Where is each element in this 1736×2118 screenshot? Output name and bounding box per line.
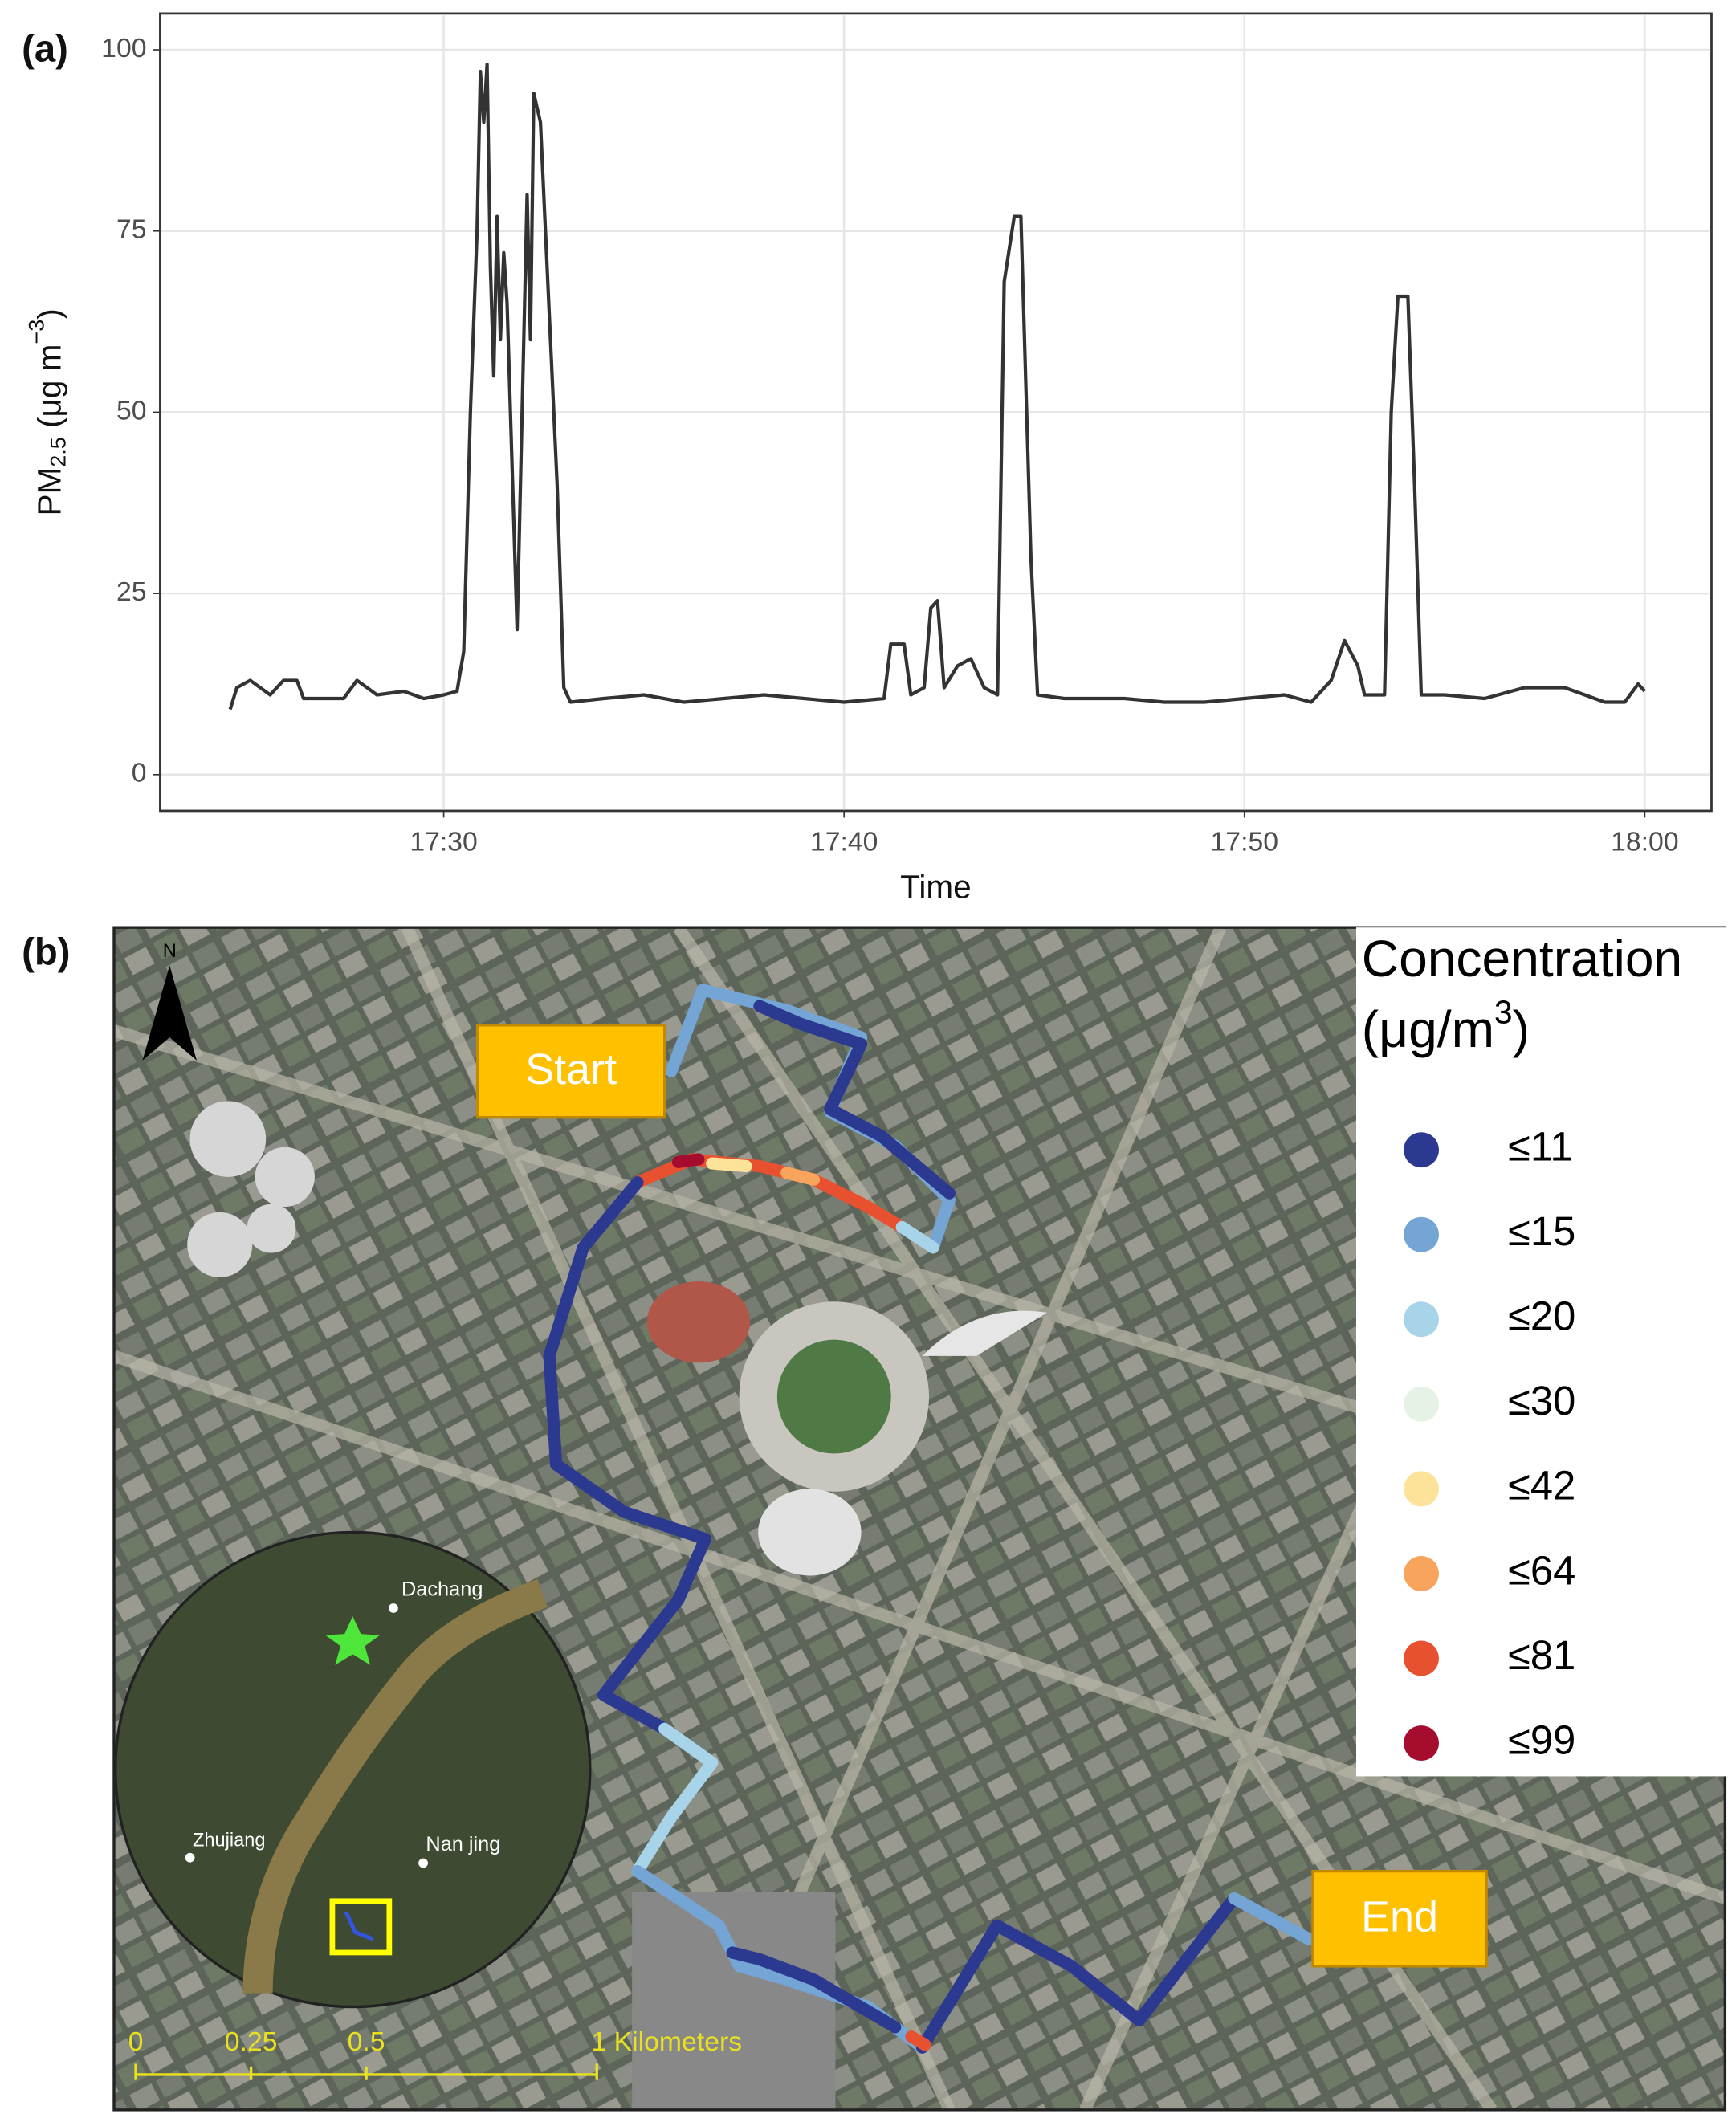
x-tick-label: 17:40 — [810, 826, 878, 857]
scale-label: 0.25 — [225, 2026, 278, 2057]
legend-swatch — [1404, 1301, 1440, 1338]
x-tick-label: 17:50 — [1211, 826, 1279, 857]
end-box — [1311, 1869, 1488, 1968]
y-label-part: ) — [31, 308, 67, 320]
legend-swatch — [1404, 1386, 1440, 1422]
plot-border — [159, 12, 1713, 813]
legend-swatch — [1404, 1216, 1440, 1252]
y-label-part: (μg m — [31, 344, 67, 438]
inset-place: Zhujiang — [193, 1831, 266, 1851]
legend-swatch — [1404, 1132, 1440, 1168]
north-arrow — [142, 965, 198, 1061]
x-tick-label: 17:30 — [410, 826, 478, 857]
legend-swatch — [1404, 1555, 1440, 1591]
scale-label: 0.5 — [348, 2026, 385, 2057]
y-axis-label: PM2.5 (μg m−3) — [25, 308, 71, 515]
legend-swatch — [1404, 1725, 1440, 1761]
legend-label: ≤99 — [1508, 1717, 1575, 1762]
y-label-sup: −3 — [25, 320, 49, 344]
legend-label: ≤64 — [1508, 1547, 1575, 1593]
scale-bar — [134, 2063, 598, 2080]
legend-label: ≤15 — [1508, 1208, 1575, 1254]
data-line — [228, 62, 1646, 711]
legend-label: ≤20 — [1508, 1293, 1575, 1339]
x-tick-label: 18:00 — [1611, 826, 1678, 857]
start-box — [475, 1024, 666, 1119]
y-label-sub: 2.5 — [47, 437, 71, 467]
y-tick-label: 75 — [116, 214, 147, 245]
north-label: N — [163, 941, 177, 962]
legend-label: ≤30 — [1508, 1378, 1575, 1424]
legend-label: ≤11 — [1508, 1124, 1572, 1170]
legend-box — [1355, 927, 1736, 1777]
y-tick-label: 25 — [116, 576, 147, 607]
end-label: End — [1361, 1893, 1438, 1941]
legend-label: ≤81 — [1508, 1632, 1575, 1678]
legend-swatch — [1404, 1640, 1440, 1676]
y-tick-label: 100 — [101, 33, 146, 63]
legend-title-part: (μg/m — [1362, 1000, 1494, 1058]
legend-title: (μg/m3) — [1362, 993, 1530, 1058]
scale-label: 0 — [128, 2026, 144, 2057]
y-tick-label: 0 — [132, 758, 147, 788]
scale-label: 1 Kilometers — [591, 2026, 742, 2057]
legend-title-sup: 3 — [1494, 993, 1513, 1030]
legend-swatch — [1404, 1471, 1440, 1507]
legend-title-part: ) — [1513, 1000, 1530, 1058]
panel-label: (a) — [22, 28, 68, 71]
inset-place: Dachang — [401, 1578, 483, 1601]
legend-label: ≤42 — [1508, 1463, 1575, 1509]
y-tick-label: 50 — [116, 395, 147, 426]
legend-title: Concentration — [1362, 930, 1682, 988]
y-label-part: PM — [31, 467, 67, 516]
panel-label: (b) — [22, 931, 70, 973]
x-axis-label: Time — [900, 869, 972, 906]
inset-place: Nan jing — [426, 1833, 500, 1855]
start-label: Start — [525, 1045, 617, 1094]
